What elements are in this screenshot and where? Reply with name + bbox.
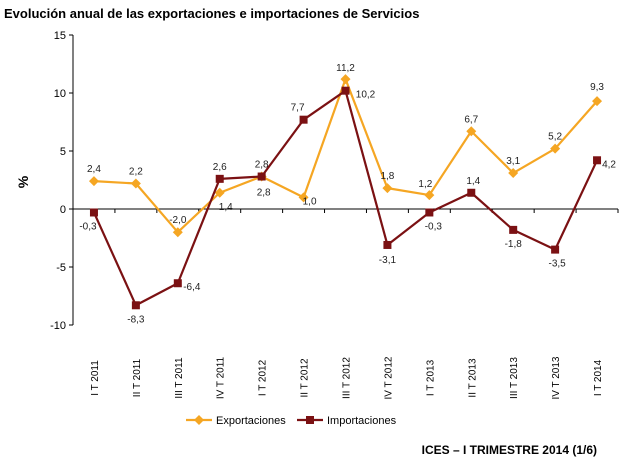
data-label-importaciones: -8,3: [127, 314, 145, 325]
data-label-importaciones: 2,8: [257, 188, 271, 199]
y-tick-label: -5: [56, 262, 66, 274]
data-label-importaciones: -3,5: [548, 259, 566, 270]
point-exportaciones: [550, 143, 561, 154]
legend-label-exportaciones: Exportaciones: [216, 415, 286, 427]
point-importaciones: [341, 86, 350, 95]
data-label-exportaciones: 2,2: [129, 166, 143, 177]
y-tick-label: 5: [60, 146, 66, 158]
point-exportaciones: [424, 190, 435, 201]
data-label-importaciones: -1,8: [505, 239, 523, 250]
series-layer: [88, 74, 603, 310]
point-importaciones: [173, 279, 182, 288]
y-axis-label: %: [15, 175, 31, 188]
point-exportaciones: [88, 176, 99, 187]
point-importaciones: [425, 208, 434, 217]
series-line-importaciones: [92, 89, 599, 307]
legend-label-importaciones: Importaciones: [327, 415, 397, 427]
legend: Exportaciones Importaciones: [186, 415, 397, 427]
axes: -10 -5 0 5 10 15 I T 2011 II T 2011 III T 2011 IV…: [15, 30, 619, 400]
data-label-importaciones: -0,3: [425, 221, 443, 232]
point-exportaciones: [130, 178, 141, 189]
y-tick-label: 15: [54, 30, 66, 42]
data-label-exportaciones: 6,7: [464, 114, 478, 125]
x-tick-label: I T 2014: [593, 359, 604, 396]
data-label-exportaciones: 2,4: [87, 164, 101, 175]
point-exportaciones: [466, 126, 477, 137]
point-exportaciones: [508, 168, 519, 179]
x-tick-label: IV T 2012: [383, 356, 394, 399]
footer-note: ICES – I TRIMESTRE 2014 (1/6): [421, 443, 597, 457]
point-importaciones: [509, 225, 518, 234]
chart-title: Evolución anual de las exportaciones e i…: [4, 6, 420, 21]
data-label-exportaciones: 5,2: [548, 132, 562, 143]
x-tick-label: I T 2011: [90, 360, 101, 396]
data-labels: 2,4 2,2 -2,0 1,4 2,8 1,0 11,2 1,8 1,2 6,7 3,1 5,2 9,…: [79, 63, 616, 325]
point-importaciones: [383, 240, 392, 249]
data-label-exportaciones: 1,4: [219, 202, 233, 213]
point-exportaciones: [340, 74, 351, 85]
data-label-importaciones: 7,7: [291, 103, 305, 114]
point-importaciones: [593, 156, 602, 165]
legend-marker-importaciones: [306, 416, 314, 424]
data-label-importaciones: 1,4: [466, 176, 480, 187]
point-exportaciones: [172, 227, 183, 238]
point-importaciones: [467, 188, 476, 197]
point-importaciones: [131, 301, 140, 310]
data-label-importaciones: 2,6: [213, 162, 227, 173]
x-tick-label: I T 2012: [258, 359, 269, 396]
data-label-importaciones: 4,2: [602, 159, 616, 170]
y-tick-label: 0: [60, 204, 66, 216]
y-tick-label: -10: [50, 320, 66, 332]
data-label-importaciones: -3,1: [379, 255, 397, 266]
x-tick-label: III T 2011: [174, 357, 185, 399]
data-label-importaciones: -0,3: [79, 221, 97, 232]
point-exportaciones: [382, 183, 393, 194]
point-importaciones: [215, 174, 224, 183]
legend-marker-exportaciones: [194, 415, 204, 425]
data-label-exportaciones: 3,1: [506, 156, 520, 167]
data-label-exportaciones: 1,2: [418, 179, 432, 190]
data-label-exportaciones: 2,8: [255, 160, 269, 171]
x-tick-label: I T 2013: [425, 359, 436, 396]
data-label-exportaciones: 1,8: [380, 171, 394, 182]
x-tick-label: II T 2013: [467, 358, 478, 398]
x-tick-label: III T 2012: [342, 357, 353, 399]
x-tick-label: II T 2011: [132, 358, 143, 397]
point-importaciones: [551, 245, 560, 254]
x-tick-label: IV T 2013: [551, 356, 562, 399]
data-label-exportaciones: 9,3: [590, 82, 604, 93]
point-exportaciones: [592, 96, 603, 107]
data-label-exportaciones: 1,0: [303, 196, 317, 207]
y-tick-label: 10: [54, 88, 66, 100]
data-label-exportaciones: -2,0: [169, 215, 187, 226]
point-importaciones: [299, 115, 308, 124]
data-label-importaciones: 10,2: [356, 90, 376, 101]
x-tick-label: II T 2012: [300, 358, 311, 398]
data-label-importaciones: -6,4: [183, 282, 201, 293]
point-importaciones: [89, 208, 98, 217]
point-exportaciones: [298, 192, 309, 203]
x-tick-label: IV T 2011: [216, 356, 227, 399]
point-exportaciones: [214, 187, 225, 198]
x-tick-label: III T 2013: [509, 357, 520, 399]
data-label-exportaciones: 11,2: [336, 63, 355, 74]
point-importaciones: [257, 172, 266, 181]
